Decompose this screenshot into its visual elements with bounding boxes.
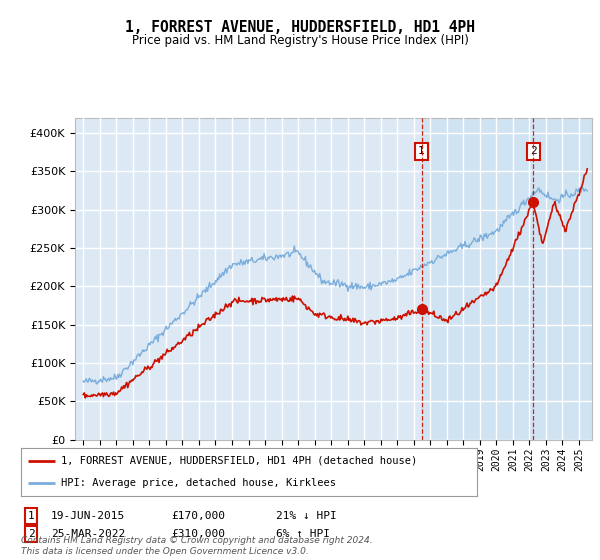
Text: 6% ↑ HPI: 6% ↑ HPI [276, 529, 330, 539]
Text: 1: 1 [28, 511, 35, 521]
Text: 1, FORREST AVENUE, HUDDERSFIELD, HD1 4PH: 1, FORREST AVENUE, HUDDERSFIELD, HD1 4PH [125, 20, 475, 35]
Text: £310,000: £310,000 [171, 529, 225, 539]
Bar [422, 118, 592, 440]
Text: 2: 2 [28, 529, 35, 539]
Text: 1, FORREST AVENUE, HUDDERSFIELD, HD1 4PH (detached house): 1, FORREST AVENUE, HUDDERSFIELD, HD1 4PH… [61, 456, 418, 466]
Text: HPI: Average price, detached house, Kirklees: HPI: Average price, detached house, Kirk… [61, 478, 336, 488]
Text: Contains HM Land Registry data © Crown copyright and database right 2024.
This d: Contains HM Land Registry data © Crown c… [21, 536, 373, 556]
Text: 21% ↓ HPI: 21% ↓ HPI [276, 511, 337, 521]
Text: 25-MAR-2022: 25-MAR-2022 [51, 529, 125, 539]
Text: 2: 2 [530, 146, 536, 156]
Text: £170,000: £170,000 [171, 511, 225, 521]
Text: 19-JUN-2015: 19-JUN-2015 [51, 511, 125, 521]
Text: 1: 1 [418, 146, 425, 156]
Text: Price paid vs. HM Land Registry's House Price Index (HPI): Price paid vs. HM Land Registry's House … [131, 34, 469, 46]
